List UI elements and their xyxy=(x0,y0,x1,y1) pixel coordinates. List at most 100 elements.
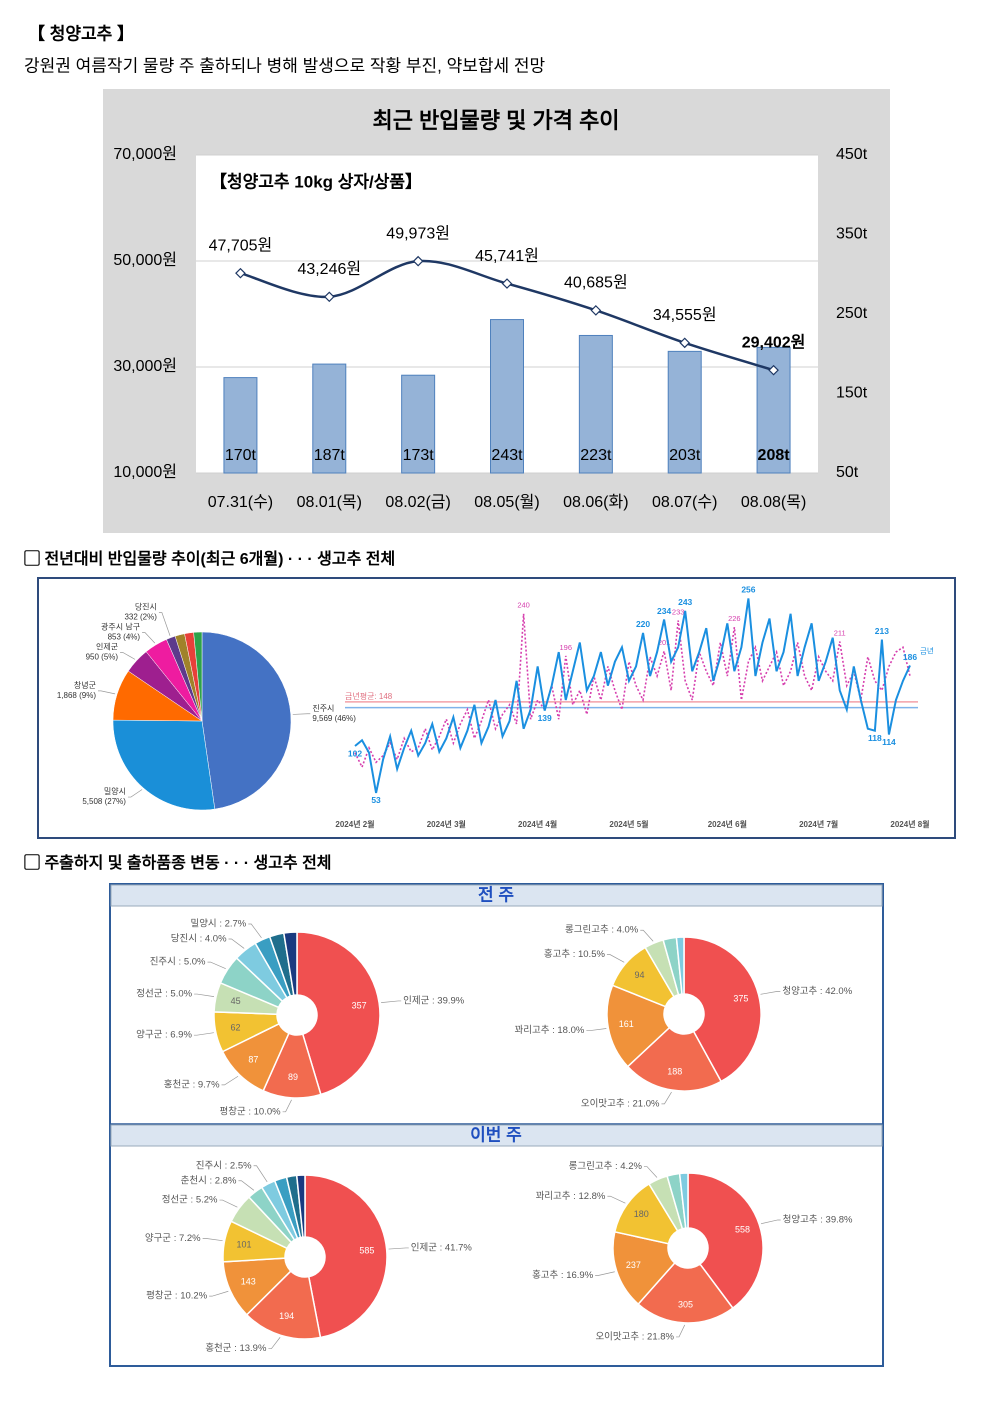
slice-value: 45 xyxy=(231,996,241,1006)
slice-label: 평창군 : 10.0% xyxy=(220,1106,282,1117)
point-label: 256 xyxy=(741,585,755,595)
point-label: 196 xyxy=(560,643,573,652)
x-tick-label: 2024년 6월 xyxy=(708,819,747,829)
slice-value: 101 xyxy=(237,1239,252,1249)
point-label: 53 xyxy=(371,795,381,805)
price-label: 45,741원 xyxy=(475,247,539,265)
point-label: 220 xyxy=(636,619,650,629)
slice-label: 꽈리고추 : 12.8% xyxy=(536,1191,606,1202)
slice-label: 정선군 : 5.0% xyxy=(136,989,192,1000)
leader-line xyxy=(282,1099,292,1113)
slice-value: 558 xyxy=(735,1224,750,1234)
leader-line xyxy=(238,1180,255,1191)
slice-label: 정선군 : 5.2% xyxy=(162,1195,218,1206)
slice-value: 950 (5%) xyxy=(86,653,119,662)
slice-label: 창녕군 xyxy=(74,681,96,690)
slice-label: 오이맛고추 : 21.8% xyxy=(595,1331,674,1342)
leader-line xyxy=(248,923,262,938)
series-line xyxy=(354,613,911,770)
slice-label: 홍천군 : 9.7% xyxy=(164,1078,220,1090)
x-tick-label: 2024년 4월 xyxy=(518,819,557,829)
slice-label: 청양고추 : 39.8% xyxy=(783,1214,853,1225)
leader-line xyxy=(268,1337,281,1350)
x-tick-label: 2024년 3월 xyxy=(427,819,466,829)
bar-label: 187t xyxy=(314,447,346,464)
slice-label: 양구군 : 7.2% xyxy=(145,1233,201,1244)
bar-label: 173t xyxy=(403,447,435,464)
slice-value: 87 xyxy=(248,1055,258,1065)
price-label: 43,246원 xyxy=(297,260,361,278)
y-tick-label: 30,000원 xyxy=(113,357,177,375)
slice-label: 광주시 남구 xyxy=(101,622,140,632)
slice xyxy=(304,1174,388,1339)
x-tick-label: 08.01(목) xyxy=(297,494,362,511)
x-tick-label: 2024년 5월 xyxy=(609,819,648,829)
slice-label: 춘천시 : 2.8% xyxy=(181,1175,237,1186)
price-label: 34,555원 xyxy=(653,306,717,324)
point-label: 234 xyxy=(657,606,671,616)
bar xyxy=(401,374,436,474)
slice-label: 홍천군 : 13.9% xyxy=(205,1342,267,1354)
leader-line xyxy=(97,690,116,695)
slice-value: 143 xyxy=(241,1277,256,1287)
point-label: 226 xyxy=(728,614,741,623)
marker xyxy=(501,278,513,289)
annotation: 【청양고추 10kg 상자/상품】 xyxy=(210,171,422,191)
price-label: 49,973원 xyxy=(386,224,450,242)
marker xyxy=(679,337,691,349)
point-label: 114 xyxy=(882,737,896,747)
marker xyxy=(412,255,424,267)
slice-value: 357 xyxy=(352,1000,367,1010)
bar xyxy=(312,363,347,474)
bar-label: 208t xyxy=(758,447,791,464)
y2-tick-label: 250t xyxy=(836,305,868,322)
slice-value: 94 xyxy=(635,970,645,980)
leader-line xyxy=(607,1195,626,1204)
price-label: 29,402원 xyxy=(742,333,806,351)
point-label: 211 xyxy=(834,629,846,638)
slice-label: 인제군 : 39.9% xyxy=(403,995,465,1006)
leader-line xyxy=(207,961,226,969)
band xyxy=(110,1124,883,1147)
slice-value: 180 xyxy=(634,1209,649,1219)
slice-label: 당진시 : 4.0% xyxy=(171,934,227,945)
bar-label: 203t xyxy=(669,447,701,464)
subtitle: 강원권 여름작기 물량 주 출하되나 병해 발생으로 작황 부진, 약보합세 전… xyxy=(24,56,546,75)
section-title: ▢ 전년대비 반입물량 추이(최근 6개월) · · · 생고추 전체 xyxy=(24,549,395,568)
slice xyxy=(245,1270,322,1340)
x-tick-label: 08.05(월) xyxy=(474,493,539,511)
leader-line xyxy=(209,1290,229,1297)
y-tick-label: 10,000원 xyxy=(113,463,177,481)
price-label: 47,705원 xyxy=(209,236,273,254)
slice xyxy=(683,936,762,1083)
reference-label: 금년평균: 148 xyxy=(345,691,393,701)
marker xyxy=(235,267,246,279)
x-tick-label: 08.06(화) xyxy=(563,493,628,511)
slice-label: 롱그린고추 : 4.0% xyxy=(565,925,639,936)
leader-line xyxy=(158,612,171,636)
point-label: 240 xyxy=(517,601,530,610)
x-tick-label: 2024년 2월 xyxy=(335,819,374,829)
marker xyxy=(768,364,779,376)
band-title: 전 주 xyxy=(478,885,514,904)
slice-value: 89 xyxy=(288,1072,298,1082)
point-label: 233 xyxy=(672,607,685,616)
slice xyxy=(612,1230,676,1306)
x-tick-label: 08.02(금) xyxy=(385,494,450,511)
leader-line xyxy=(202,1237,223,1242)
slice-value: 9,569 (46%) xyxy=(312,714,356,723)
band-title: 이번 주 xyxy=(470,1125,522,1144)
slice-label: 진주시 : 5.0% xyxy=(150,957,206,968)
x-tick-label: 07.31(수) xyxy=(208,493,273,511)
leader-line xyxy=(640,929,654,942)
y2-tick-label: 450t xyxy=(836,146,868,163)
band xyxy=(110,884,883,907)
section-title: ▢ 주출하지 및 출하품종 변동 · · · 생고추 전체 xyxy=(24,853,332,872)
slice-label: 홍고추 : 16.9% xyxy=(532,1269,594,1281)
leader-line xyxy=(228,938,245,949)
bar xyxy=(667,350,702,474)
point-label: 213 xyxy=(875,626,889,636)
slice-label: 평창군 : 10.2% xyxy=(146,1291,208,1302)
slice xyxy=(295,1174,306,1238)
